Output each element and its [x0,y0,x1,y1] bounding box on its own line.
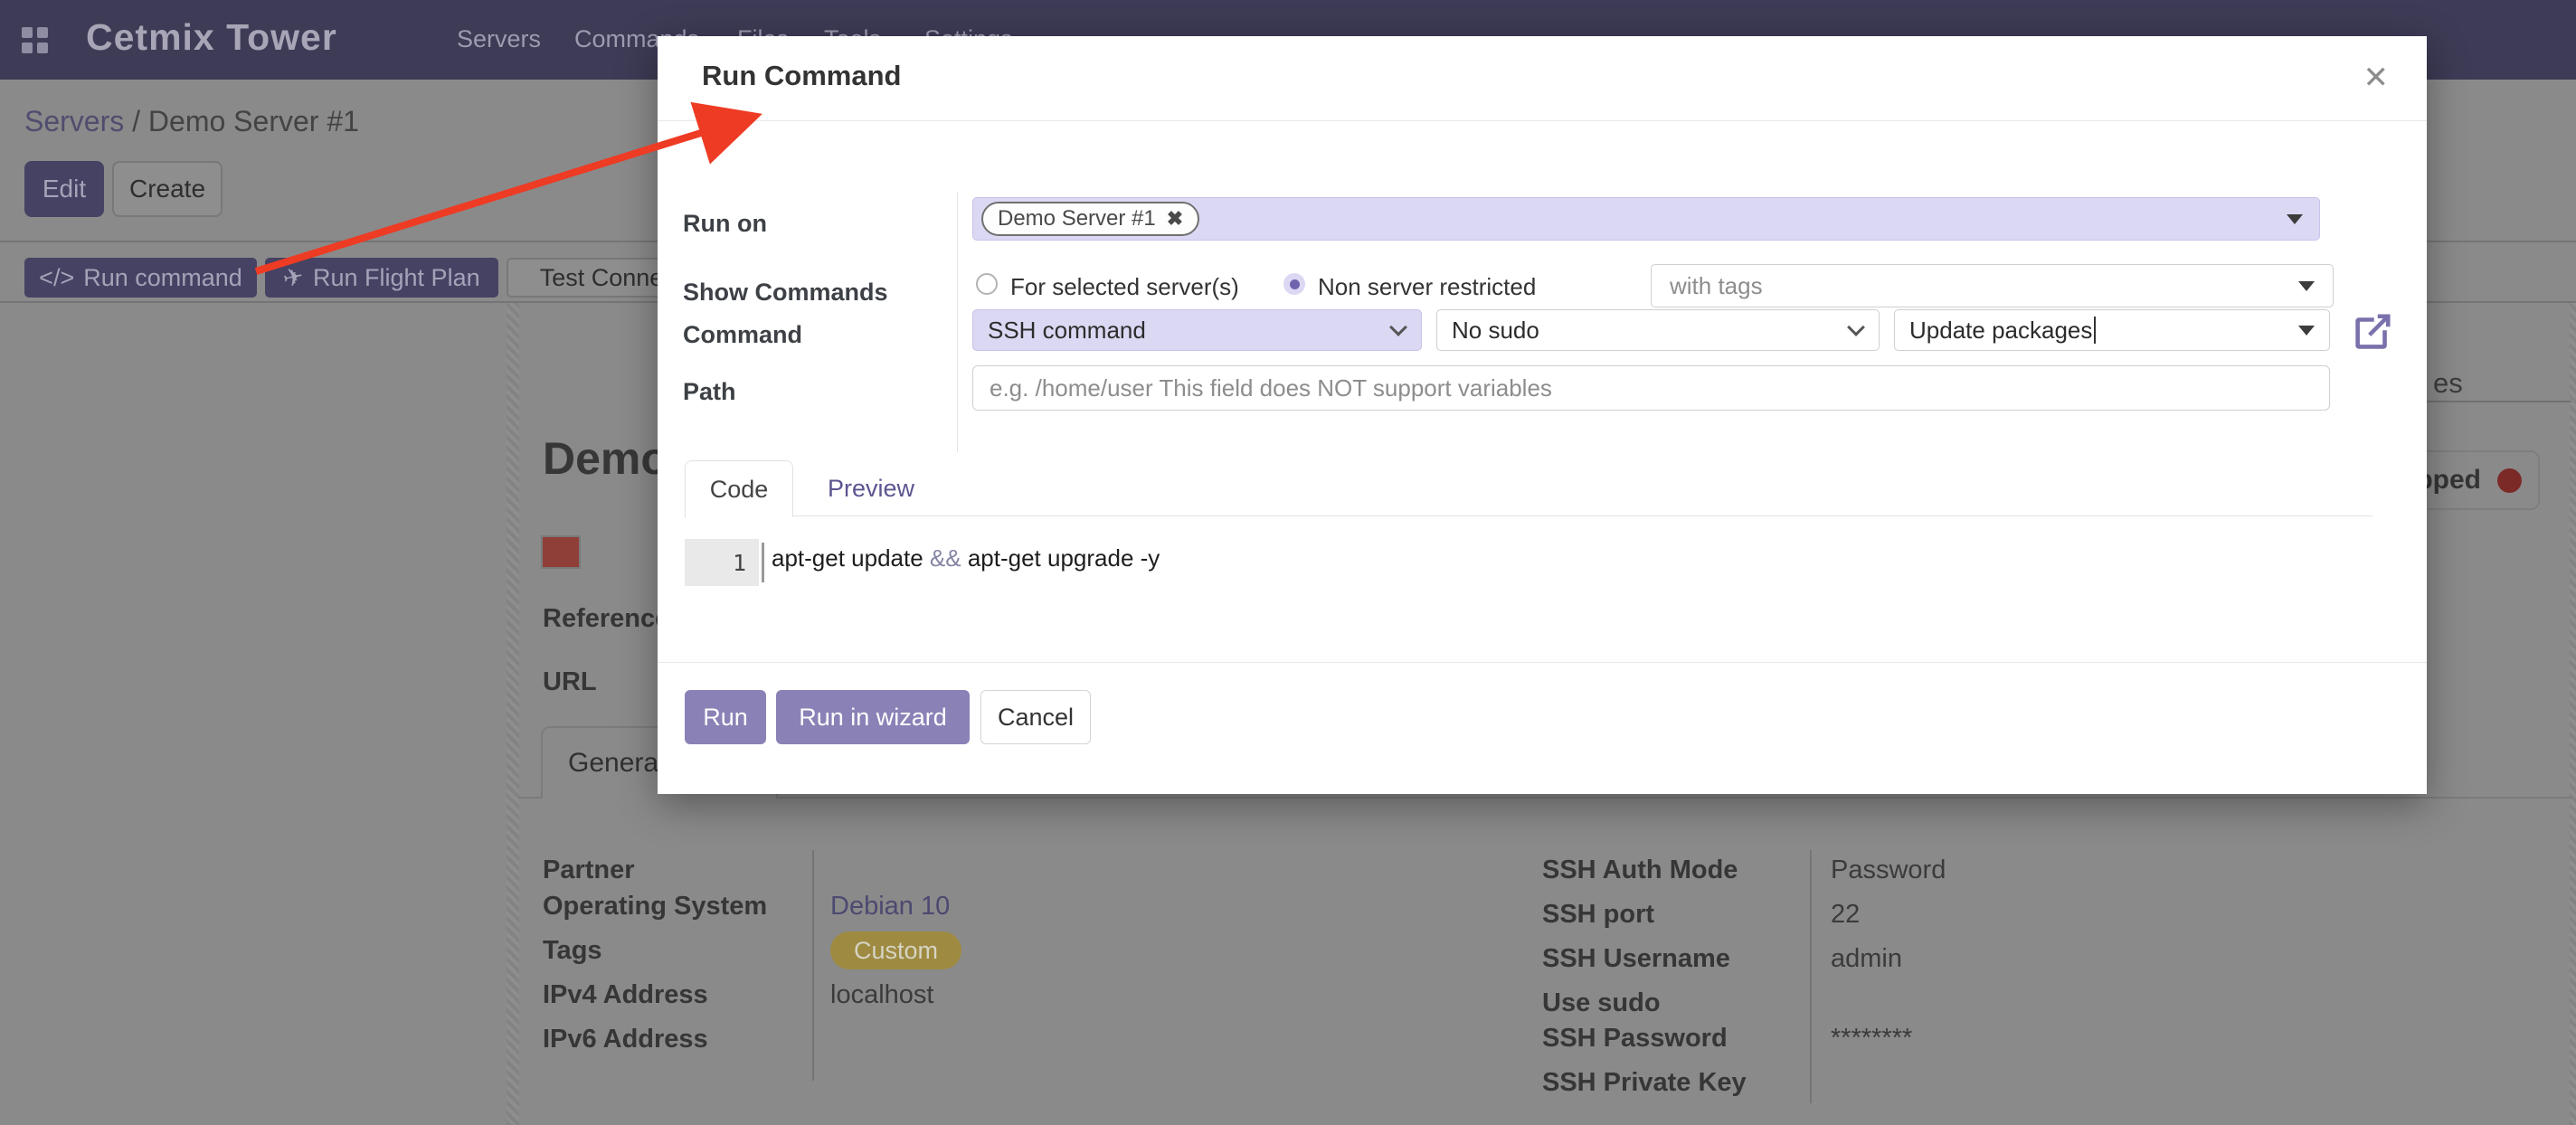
server-color-swatch [541,535,581,569]
use-sudo-label: Use sudo [1542,988,1661,1017]
chevron-down-icon [1847,318,1865,336]
field-separator [1810,850,1812,1103]
field-separator [812,850,814,1081]
path-placeholder: e.g. /home/user This field does NOT supp… [990,373,1552,402]
radio-for-selected-servers[interactable] [976,273,998,295]
code-operator: && [929,544,961,572]
modal-title: Run Command [702,60,902,91]
dropdown-caret-icon[interactable] [2287,213,2303,224]
radio-for-selected-servers-label[interactable]: For selected server(s) [1010,273,1239,300]
ssh-private-key-label: SSH Private Key [1542,1068,1747,1097]
breadcrumb-current: Demo Server #1 [147,105,359,137]
with-tags-placeholder: with tags [1670,271,1763,299]
code-segment: apt-get update [772,544,930,572]
apps-grid-dot [22,27,33,38]
with-tags-select[interactable]: with tags [1651,264,2334,307]
ipv4-value: localhost [830,980,934,1009]
show-commands-label: Show Commands [683,279,888,306]
app-brand[interactable]: Cetmix Tower [86,16,337,58]
command-type-select[interactable]: SSH command [972,309,1422,351]
breadcrumb: Servers / Demo Server #1 [24,105,359,138]
code-segment: apt-get upgrade -y [961,544,1160,572]
code-brackets-icon: </> [39,263,75,291]
radio-non-server-restricted[interactable] [1283,273,1305,295]
ssh-port-label: SSH port [1542,900,1655,929]
plane-icon: ✈ [280,261,307,293]
run-command-modal: Run Command ✕ Run on Demo Server #1 ✖ Sh… [658,36,2427,794]
breadcrumb-servers-link[interactable]: Servers [24,105,125,137]
code-line[interactable]: apt-get update && apt-get upgrade -y [772,544,1160,572]
command-type-value: SSH command [988,316,1146,344]
tab-preview[interactable]: Preview [827,474,915,502]
label-column-separator [957,192,958,452]
apps-grid-dot [22,43,33,53]
path-label: Path [683,378,736,405]
dropdown-caret-icon [2298,325,2315,336]
run-flight-plan-button[interactable]: ✈ Run Flight Plan [265,258,498,298]
run-button[interactable]: Run [685,690,766,744]
reference-label: Reference [543,604,670,633]
tag-custom[interactable]: Custom [830,931,962,969]
breadcrumb-separator: / [124,105,148,137]
tab-bar-line [518,797,541,799]
sudo-select[interactable]: No sudo [1436,309,1880,351]
modal-footer-divider [658,662,2427,663]
command-select-value: Update packages [1909,316,2093,344]
os-label: Operating System [543,892,768,921]
run-command-label: Run command [83,263,242,291]
run-on-label: Run on [683,210,767,237]
modal-header-divider [658,120,2427,121]
nav-item-servers[interactable]: Servers [457,25,542,52]
ssh-auth-mode-value: Password [1831,856,1946,884]
radio-dot [1289,279,1300,289]
ssh-password-value: ******** [1831,1024,1913,1053]
cancel-button[interactable]: Cancel [980,690,1091,744]
remove-tag-icon[interactable]: ✖ [1166,207,1184,230]
run-in-wizard-button[interactable]: Run in wizard [776,690,970,744]
tags-label: Tags [543,936,602,965]
run-flight-plan-label: Run Flight Plan [313,263,480,291]
text-cursor [2094,317,2097,344]
tab-bar-line [778,797,2571,799]
run-command-button[interactable]: </> Run command [24,258,257,298]
external-link-icon[interactable] [2352,311,2393,353]
apps-grid-dot [37,27,48,38]
sheet-right-edge [2570,303,2576,1125]
edit-button[interactable]: Edit [24,161,104,217]
ssh-username-label: SSH Username [1542,944,1730,973]
apps-grid-icon[interactable] [22,27,49,54]
path-input[interactable]: e.g. /home/user This field does NOT supp… [972,365,2330,411]
tab-strip-divider [685,515,2372,516]
sudo-select-value: No sudo [1452,316,1539,344]
ipv6-label: IPv6 Address [543,1025,708,1054]
partner-label: Partner [543,856,635,884]
sheet-left-edge [507,303,519,1125]
ssh-auth-mode-label: SSH Auth Mode [1542,856,1738,884]
radio-non-server-restricted-label[interactable]: Non server restricted [1318,273,1537,300]
code-line-number: 1 [685,539,759,586]
ipv4-label: IPv4 Address [543,980,708,1009]
os-value-link[interactable]: Debian 10 [830,892,951,921]
url-label: URL [543,667,597,696]
command-select[interactable]: Update packages [1894,309,2330,351]
ssh-password-label: SSH Password [1542,1024,1728,1053]
create-button[interactable]: Create [112,161,223,217]
status-dot-icon [2497,468,2522,493]
ssh-username-value: admin [1831,944,1902,973]
server-tag-pill: Demo Server #1 ✖ [981,202,1200,236]
chevron-down-icon [1389,318,1407,336]
editor-cursor [762,543,764,582]
close-icon[interactable]: ✕ [2363,61,2390,95]
server-tag-label: Demo Server #1 [998,206,1156,231]
clipped-text-fragment: es [2433,367,2463,399]
dropdown-caret-icon [2298,280,2315,291]
run-on-field[interactable]: Demo Server #1 ✖ [972,197,2320,241]
tab-code[interactable]: Code [685,460,793,517]
apps-grid-dot [37,43,48,53]
command-label: Command [683,321,803,348]
ssh-port-value: 22 [1831,900,1861,929]
